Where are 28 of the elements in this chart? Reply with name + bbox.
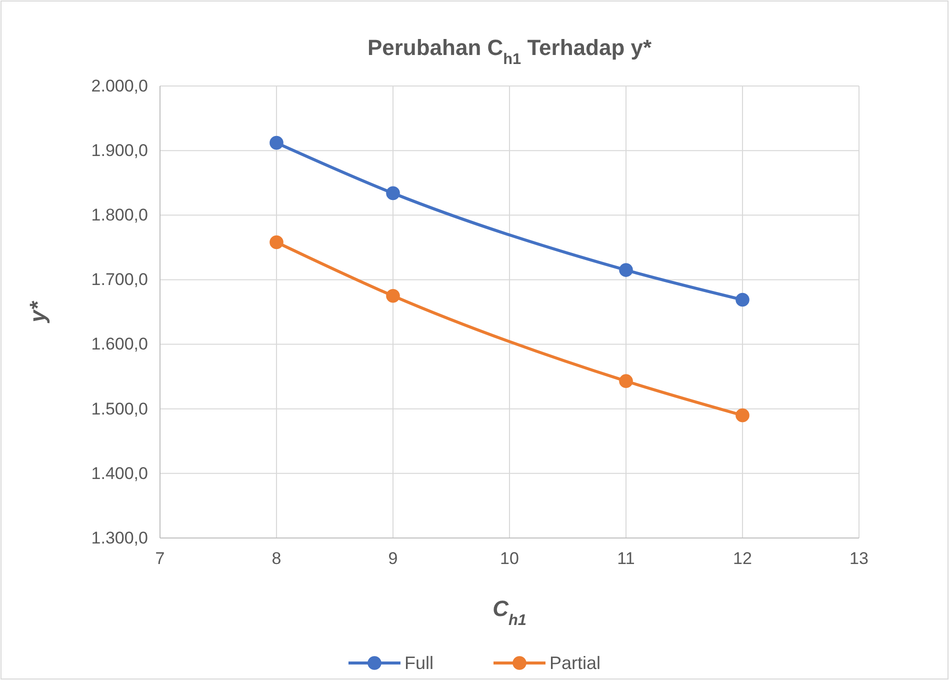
point [386, 288, 400, 303]
x-tick-label: 13 [850, 549, 868, 568]
x-tick-label: 10 [500, 549, 519, 568]
x-tick-label: 9 [388, 549, 398, 568]
y-tick-label: 1.700,0 [91, 270, 148, 290]
y-tick-label: 1.400,0 [91, 464, 148, 483]
x-tick-label: 12 [733, 549, 752, 568]
chart-title: Perubahan C$_{h1}$ Terhadap y* [367, 35, 652, 68]
y-tick-label: 1.500,0 [91, 399, 148, 418]
legend-label: Full [404, 653, 434, 673]
point [619, 263, 633, 277]
y-axis-title: y* [25, 300, 50, 324]
y-tick-label: 1.600,0 [91, 334, 148, 354]
point [619, 374, 633, 388]
y-tick-label: 2.000,0 [91, 76, 148, 96]
y-tick-label: 1.900,0 [91, 141, 148, 160]
point [270, 235, 284, 250]
point [270, 136, 284, 150]
x-tick-label: 11 [617, 549, 635, 568]
y-tick-label: 1.800,0 [91, 206, 148, 225]
x-tick-label: 8 [272, 549, 282, 568]
point [736, 408, 750, 422]
x-tick-label: 7 [155, 549, 165, 568]
legend-label: Partial [549, 653, 601, 673]
y-tick-label: 1.300,0 [91, 528, 148, 548]
point [736, 292, 750, 307]
point [386, 186, 400, 200]
x-axis-title: C$_{h1}$ [492, 596, 526, 628]
